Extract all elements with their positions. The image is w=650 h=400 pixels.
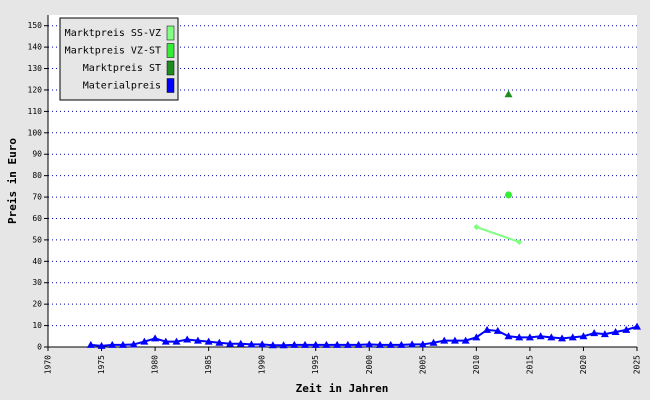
y-tick-label: 80 <box>32 171 42 180</box>
legend-swatch <box>166 60 175 76</box>
y-tick-label: 130 <box>28 64 43 73</box>
marker <box>129 340 138 348</box>
y-tick-label: 10 <box>32 321 42 330</box>
series-line <box>476 226 520 243</box>
marker <box>504 90 513 98</box>
x-tick-label: 1970 <box>44 355 53 374</box>
y-tick-label: 150 <box>28 21 43 30</box>
marker <box>215 338 224 346</box>
y-tick-label: 60 <box>32 214 42 223</box>
marker <box>515 333 524 341</box>
marker <box>161 337 170 345</box>
legend-label: Marktpreis SS-VZ <box>65 28 161 39</box>
series-line <box>90 325 638 347</box>
marker <box>333 340 342 348</box>
marker <box>140 337 149 345</box>
marker <box>473 224 480 231</box>
marker <box>247 340 256 348</box>
marker <box>408 340 417 348</box>
marker <box>193 336 202 344</box>
y-tick-label: 70 <box>32 193 42 202</box>
x-tick-label: 2000 <box>365 355 374 374</box>
marker <box>397 340 406 348</box>
x-tick-label: 2025 <box>633 355 642 374</box>
marker <box>418 340 427 348</box>
legend-box <box>59 17 179 101</box>
y-axis-label: Preis in Euro <box>6 138 19 224</box>
marker <box>450 336 459 344</box>
marker <box>483 325 492 333</box>
y-tick-label: 140 <box>28 43 43 52</box>
marker <box>204 337 213 345</box>
marker <box>386 340 395 348</box>
marker <box>183 335 192 343</box>
x-tick-label: 2015 <box>525 355 534 374</box>
y-tick-label: 100 <box>28 128 43 137</box>
marker <box>311 340 320 348</box>
marker <box>236 339 245 347</box>
x-tick-label: 1975 <box>97 355 106 374</box>
x-tick-label: 1990 <box>258 355 267 374</box>
marker <box>525 333 534 341</box>
marker <box>322 340 331 348</box>
marker <box>268 341 277 349</box>
legend-label: Marktpreis VZ-ST <box>65 46 161 57</box>
marker <box>301 340 310 348</box>
marker <box>493 326 502 334</box>
legend-swatch <box>166 25 175 41</box>
marker <box>504 332 513 340</box>
marker <box>568 333 577 341</box>
marker <box>440 336 449 344</box>
x-tick-label: 2020 <box>579 355 588 374</box>
marker <box>97 341 106 349</box>
marker <box>429 338 438 346</box>
x-tick-label: 2005 <box>418 355 427 374</box>
marker <box>461 336 470 344</box>
marker <box>375 340 384 348</box>
y-tick-label: 30 <box>32 278 42 287</box>
marker <box>547 333 556 341</box>
x-tick-label: 1980 <box>151 355 160 374</box>
marker <box>290 340 299 348</box>
marker <box>86 340 95 348</box>
marker <box>354 340 363 348</box>
marker <box>516 239 523 246</box>
marker <box>151 334 160 342</box>
marker <box>600 330 609 338</box>
marker <box>590 329 599 337</box>
marker <box>558 334 567 342</box>
x-axis-label: Zeit in Jahren <box>296 382 389 395</box>
y-tick-label: 20 <box>32 300 42 309</box>
marker <box>472 333 481 341</box>
y-tick-label: 120 <box>28 85 43 94</box>
y-tick-label: 90 <box>32 150 42 159</box>
legend-swatch <box>166 43 175 58</box>
legend-label: Materialpreis <box>83 81 161 92</box>
y-tick-label: 110 <box>28 107 43 116</box>
marker <box>504 191 512 199</box>
x-tick-label: 1985 <box>204 355 213 374</box>
y-tick-label: 50 <box>32 235 42 244</box>
marker <box>226 339 235 347</box>
legend-swatch <box>166 78 175 93</box>
marker <box>633 322 641 330</box>
marker <box>622 325 631 333</box>
y-tick-label: 0 <box>37 343 42 352</box>
marker <box>108 340 117 348</box>
marker <box>536 332 545 340</box>
marker <box>365 340 374 348</box>
marker <box>118 340 127 348</box>
marker <box>611 328 620 336</box>
x-tick-label: 2010 <box>472 355 481 374</box>
marker <box>279 341 288 349</box>
marker <box>172 337 181 345</box>
legend-label: Marktpreis ST <box>83 63 161 74</box>
marker <box>258 340 267 348</box>
marker <box>579 332 588 340</box>
marker <box>343 340 352 348</box>
y-tick-label: 40 <box>32 257 42 266</box>
x-tick-label: 1995 <box>311 355 320 374</box>
